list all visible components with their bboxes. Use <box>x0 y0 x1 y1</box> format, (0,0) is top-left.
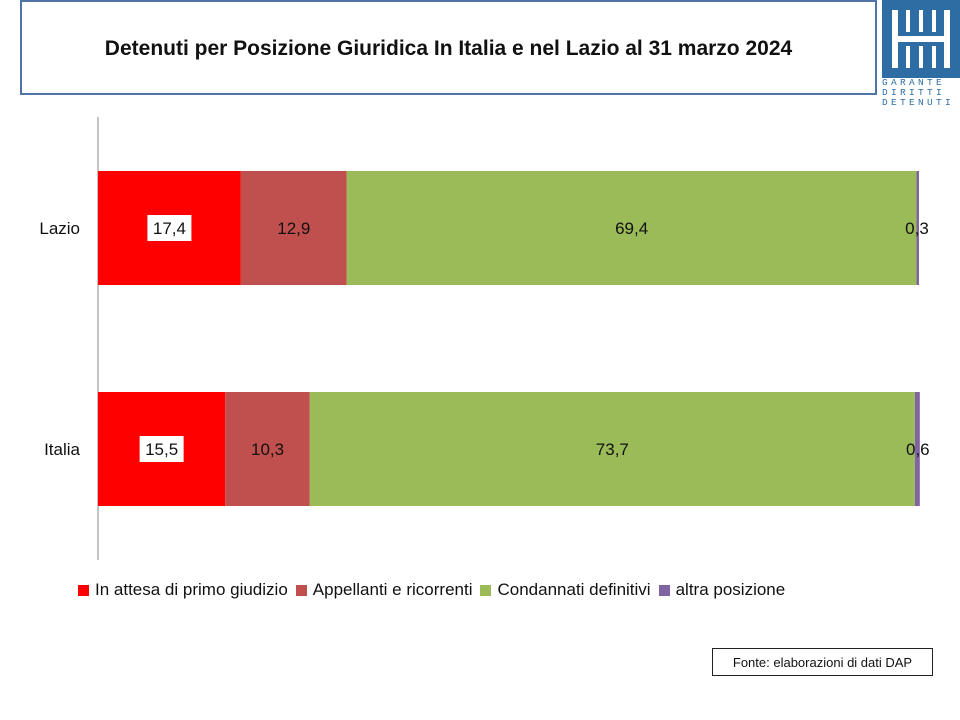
legend-label: altra posizione <box>675 580 786 599</box>
bar-segment <box>309 392 915 506</box>
logo-line-1: GARANTE <box>882 77 946 88</box>
data-label: 17,4 <box>153 219 186 238</box>
data-label: 15,5 <box>145 440 178 459</box>
legend-swatch <box>480 584 492 596</box>
chart-title: Detenuti per Posizione Giuridica In Ital… <box>104 36 793 60</box>
bar-segment <box>225 392 310 506</box>
bar-segment <box>914 392 920 506</box>
chart-title-box: Detenuti per Posizione Giuridica In Ital… <box>20 0 877 95</box>
logo-line-3: DETENUTI <box>882 97 955 108</box>
bar-segment <box>240 171 347 285</box>
data-label: 12,9 <box>277 219 310 238</box>
legend-label: Condannati definitivi <box>497 580 651 599</box>
garante-logo-mark <box>882 0 960 78</box>
legend-item: Appellanti e ricorrenti <box>295 580 473 600</box>
bar-segment <box>346 171 917 285</box>
legend-swatch <box>658 584 670 596</box>
legend-item: In attesa di primo giudizio <box>78 580 288 600</box>
legend-swatch <box>295 584 307 596</box>
category-label-lazio: Lazio <box>39 219 80 238</box>
garante-logo: GARANTE DIRITTI DETENUTI <box>882 0 960 110</box>
legend-swatch <box>78 584 89 596</box>
data-label: 0,3 <box>905 219 929 238</box>
logo-line-2: DIRITTI <box>882 87 946 98</box>
legend-item: altra posizione <box>658 580 786 600</box>
legend-label: Appellanti e ricorrenti <box>312 580 473 599</box>
legend-item: Condannati definitivi <box>480 580 651 600</box>
source-text: Fonte: elaborazioni di dati DAP <box>732 654 913 670</box>
source-note: Fonte: elaborazioni di dati DAP <box>712 648 933 676</box>
chart-legend: In attesa di primo giudizio Appellanti e … <box>78 580 793 600</box>
data-label: 0,6 <box>906 440 930 459</box>
data-label: 73,7 <box>596 440 629 459</box>
category-label-italia: Italia <box>44 440 80 459</box>
data-label-background <box>139 436 184 462</box>
data-label-background <box>147 215 192 241</box>
data-label: 69,4 <box>615 219 648 238</box>
legend-label: In attesa di primo giudizio <box>95 580 288 599</box>
bar-segment <box>916 171 919 285</box>
data-label: 10,3 <box>251 440 284 459</box>
